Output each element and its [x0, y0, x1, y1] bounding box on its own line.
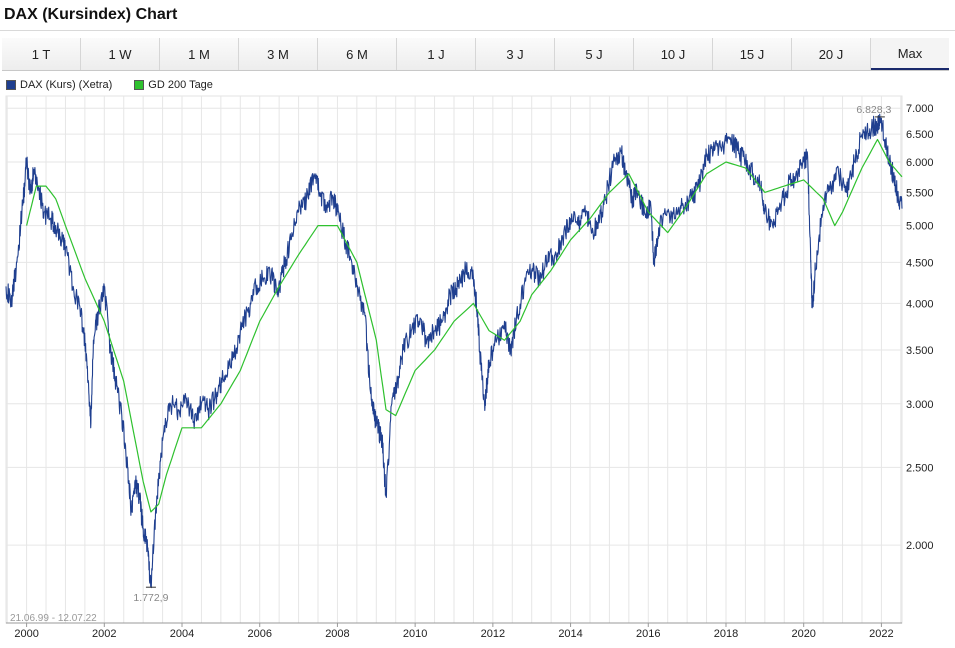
x-tick-label: 2012 — [481, 628, 505, 640]
tab-5j[interactable]: 5 J — [555, 38, 634, 70]
timeframe-tabs: 1 T 1 W 1 M 3 M 6 M 1 J 3 J 5 J 10 J 15 … — [2, 38, 949, 71]
tab-1w[interactable]: 1 W — [81, 38, 160, 70]
dax-price-line — [5, 113, 903, 589]
tab-1m[interactable]: 1 M — [160, 38, 239, 70]
x-tick-label: 2004 — [170, 628, 194, 640]
legend-swatch-gd200 — [134, 80, 145, 90]
y-tick-label: 7.000 — [906, 103, 934, 115]
legend-label-gd200: GD 200 Tage — [148, 79, 213, 91]
date-range-label: 21.06.99 - 12.07.22 — [10, 613, 97, 624]
legend-label-dax: DAX (Kurs) (Xetra) — [20, 79, 113, 91]
x-tick-label: 2018 — [714, 628, 738, 640]
x-tick-label: 2002 — [92, 628, 116, 640]
page-title: DAX (Kursindex) Chart — [4, 6, 178, 23]
tab-1j[interactable]: 1 J — [397, 38, 476, 70]
y-tick-label: 5.000 — [906, 221, 934, 233]
y-tick-label: 5.500 — [906, 187, 934, 199]
x-tick-label: 2010 — [403, 628, 427, 640]
gd200-line — [26, 138, 903, 513]
y-tick-label: 6.000 — [906, 157, 934, 169]
x-tick-label: 2022 — [869, 628, 893, 640]
tab-3j[interactable]: 3 J — [476, 38, 555, 70]
min-value-label: 1.772,9 — [133, 592, 168, 604]
x-tick-label: 2016 — [636, 628, 660, 640]
tab-max[interactable]: Max — [871, 38, 949, 70]
y-tick-label: 3.500 — [906, 345, 934, 357]
x-tick-label: 2020 — [791, 628, 815, 640]
legend-item-gd200[interactable]: GD 200 Tage — [134, 79, 213, 91]
tab-20j[interactable]: 20 J — [792, 38, 871, 70]
tab-3m[interactable]: 3 M — [239, 38, 318, 70]
y-tick-label: 2.000 — [906, 540, 934, 552]
tab-15j[interactable]: 15 J — [713, 38, 792, 70]
tab-6m[interactable]: 6 M — [318, 38, 397, 70]
title-divider — [0, 30, 955, 31]
y-tick-label: 6.500 — [906, 129, 934, 141]
tab-1t[interactable]: 1 T — [2, 38, 81, 70]
y-tick-label: 4.500 — [906, 257, 934, 269]
x-tick-label: 2000 — [14, 628, 38, 640]
x-tick-label: 2006 — [247, 628, 271, 640]
legend-swatch-dax — [6, 80, 16, 90]
y-tick-label: 2.500 — [906, 462, 934, 474]
y-tick-label: 3.000 — [906, 399, 934, 411]
y-tick-label: 4.000 — [906, 298, 934, 310]
x-tick-label: 2014 — [558, 628, 582, 640]
tab-10j[interactable]: 10 J — [634, 38, 713, 70]
chart-legend: DAX (Kurs) (Xetra) GD 200 Tage — [6, 79, 213, 91]
max-value-label: 6.828,3 — [856, 104, 891, 116]
x-tick-label: 2008 — [325, 628, 349, 640]
legend-item-dax[interactable]: DAX (Kurs) (Xetra) — [6, 79, 112, 91]
